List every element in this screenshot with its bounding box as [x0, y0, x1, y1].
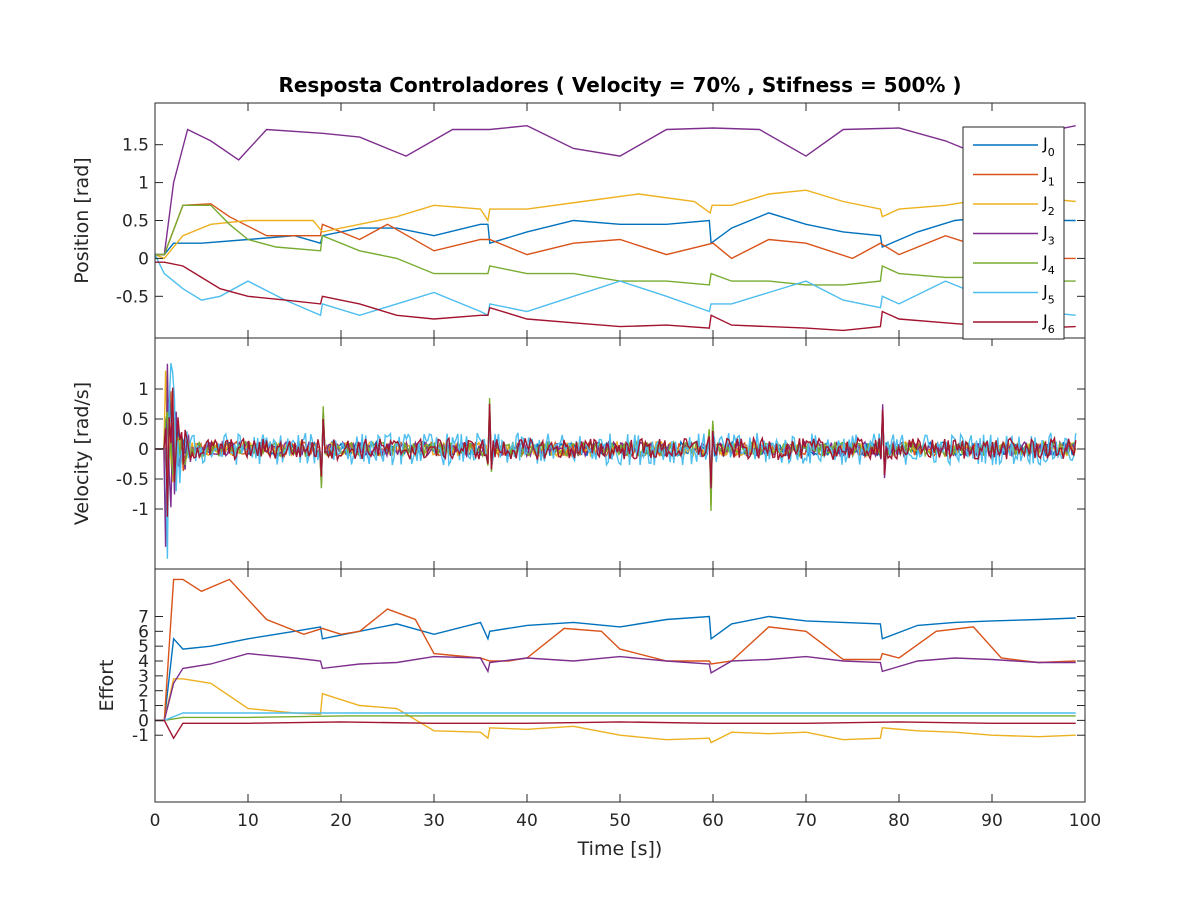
effort-ytick-label: 3 [138, 667, 149, 687]
xtick-label: 20 [330, 811, 352, 831]
legend-sub-j0: 0 [1048, 146, 1055, 159]
legend-sub-j2: 2 [1048, 205, 1055, 218]
xtick-label: 100 [1069, 811, 1101, 831]
effort-series-j5-line [155, 712, 1076, 722]
x-axis-label: Time [s]) [577, 838, 663, 860]
legend-sub-j4: 4 [1048, 264, 1055, 277]
xtick-label: 80 [888, 811, 910, 831]
effort-ytick-label: 6 [138, 622, 149, 642]
position-series-j4-line [155, 204, 1076, 286]
xtick-label: 70 [795, 811, 817, 831]
velocity-ytick-label: 0 [138, 440, 149, 460]
xtick-label: 90 [981, 811, 1003, 831]
effort-ytick-label: 0 [138, 711, 149, 731]
position-series-j6-line [155, 261, 1076, 332]
effort-ytick-label: 1 [138, 697, 149, 717]
legend-sub-j1: 1 [1048, 176, 1055, 189]
effort-series-j4-line [155, 715, 1076, 722]
position-series-j2-line [155, 189, 1076, 260]
chart-title: Resposta Controladores ( Velocity = 70% … [278, 73, 961, 97]
position-y-axis-label: Position [rad] [71, 157, 93, 283]
effort-series-j1-line [155, 578, 1076, 722]
velocity-ytick-label: 0.5 [122, 410, 149, 430]
effort-ytick-label: 2 [138, 682, 149, 702]
effort-series-j3-line [155, 652, 1076, 722]
xtick-label: 10 [237, 811, 259, 831]
legend-sub-j5: 5 [1048, 294, 1055, 307]
position-series-j3-line [155, 124, 1076, 256]
xtick-label: 30 [423, 811, 445, 831]
velocity-series-j6-line [155, 387, 1077, 517]
effort-y-axis-label: Effort [96, 660, 118, 712]
effort-series-group [155, 578, 1076, 744]
effort-ytick-label: 7 [138, 607, 149, 627]
effort-ytick-label: -1 [132, 726, 149, 746]
xtick-label: 40 [516, 811, 538, 831]
position-ytick-label: -0.5 [116, 287, 149, 307]
velocity-y-axis-label: Velocity [rad/s] [71, 382, 93, 525]
velocity-ytick-label: 1 [138, 380, 149, 400]
velocity-ytick-label: -0.5 [116, 470, 149, 490]
position-ytick-label: 1 [138, 174, 149, 194]
effort-ytick-label: 4 [138, 652, 149, 672]
xtick-label: 50 [609, 811, 631, 831]
velocity-ytick-label: -1 [132, 500, 149, 520]
velocity-panel: -1 -0.5 0 0.5 1 Velocity [rad/s] [71, 337, 1086, 570]
velocity-series-group [155, 363, 1077, 559]
legend-sub-j6: 6 [1048, 323, 1055, 336]
effort-series-j0-line [155, 615, 1076, 722]
position-ytick-label: 0 [138, 249, 149, 269]
effort-series-j2-line [155, 678, 1076, 744]
position-ytick-label: 0.5 [122, 212, 149, 232]
position-series-j5-line [155, 254, 1076, 317]
position-ytick-label: 1.5 [122, 136, 149, 156]
position-series-group [155, 124, 1076, 332]
effort-ytick-label: 5 [138, 637, 149, 657]
effort-series-j6-line [155, 719, 1076, 740]
legend-sub-j3: 3 [1048, 235, 1055, 248]
xtick-label: 60 [702, 811, 724, 831]
xtick-label: 0 [150, 811, 161, 831]
position-series-j1-line [155, 203, 1076, 260]
